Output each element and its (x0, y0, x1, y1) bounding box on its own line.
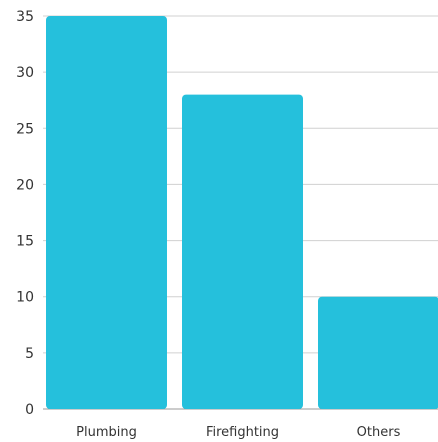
y-tick-label: 35 (16, 9, 34, 25)
y-axis-ticks: 0 5 10 15 20 25 30 35 (16, 9, 34, 418)
bar-others (318, 296, 438, 409)
y-tick-label: 0 (25, 402, 34, 418)
bars (46, 16, 438, 409)
y-tick-label: 5 (25, 346, 34, 362)
x-tick-label: Firefighting (206, 425, 279, 440)
bar-firefighting (182, 94, 303, 409)
y-tick-label: 25 (16, 121, 34, 137)
y-tick-label: 15 (16, 234, 34, 250)
x-tick-label: Others (357, 425, 401, 440)
x-axis-ticks: Plumbing Firefighting Others (76, 425, 400, 440)
y-tick-label: 30 (16, 65, 34, 81)
y-tick-label: 20 (16, 177, 34, 193)
bar-plumbing (46, 16, 167, 409)
x-tick-label: Plumbing (76, 425, 137, 440)
y-tick-label: 10 (16, 290, 34, 306)
